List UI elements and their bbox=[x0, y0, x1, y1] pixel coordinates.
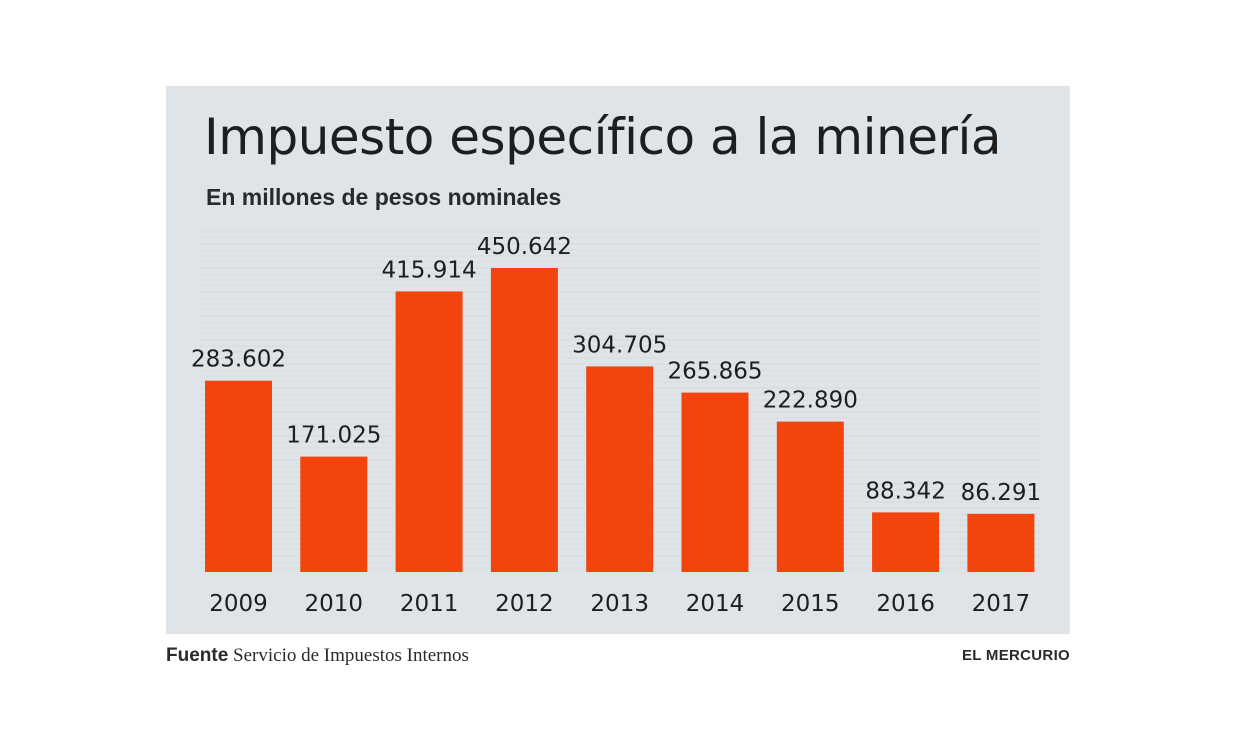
value-label-2012: 450.642 bbox=[477, 234, 572, 260]
x-tick-2016: 2016 bbox=[876, 591, 935, 617]
value-label-2011: 415.914 bbox=[382, 257, 477, 283]
source-note: Fuente Servicio de Impuestos Internos bbox=[166, 645, 469, 667]
chart-subtitle: En millones de pesos nominales bbox=[206, 184, 562, 210]
chart-title: Impuesto específico a la minería bbox=[204, 108, 1002, 166]
bar-2011 bbox=[395, 291, 463, 572]
x-tick-2012: 2012 bbox=[495, 591, 554, 617]
x-tick-2015: 2015 bbox=[781, 591, 840, 617]
value-label-2010: 171.025 bbox=[286, 423, 381, 449]
x-tick-2014: 2014 bbox=[686, 591, 745, 617]
x-tick-2013: 2013 bbox=[590, 591, 649, 617]
bar-2015 bbox=[776, 421, 844, 572]
source-text: Servicio de Impuestos Internos bbox=[233, 645, 469, 666]
x-tick-2009: 2009 bbox=[209, 591, 268, 617]
value-label-2016: 88.342 bbox=[865, 478, 945, 504]
x-tick-2011: 2011 bbox=[400, 591, 459, 617]
value-label-2015: 222.890 bbox=[763, 388, 858, 414]
value-label-2017: 86.291 bbox=[961, 480, 1041, 506]
background-texture bbox=[200, 231, 1040, 569]
x-tick-2010: 2010 bbox=[305, 591, 364, 617]
bar-2017 bbox=[967, 513, 1035, 572]
bar-2013 bbox=[586, 366, 654, 572]
bar-2016 bbox=[872, 512, 940, 572]
value-label-2014: 265.865 bbox=[667, 359, 762, 385]
brand-logo-text: EL MERCURIO bbox=[961, 647, 1070, 664]
bar-2014 bbox=[681, 392, 749, 572]
bar-2010 bbox=[300, 456, 368, 572]
value-label-2009: 283.602 bbox=[191, 347, 286, 373]
source-label: Fuente bbox=[166, 645, 229, 666]
value-label-2013: 304.705 bbox=[572, 332, 667, 358]
x-tick-2017: 2017 bbox=[972, 591, 1031, 617]
bar-2009 bbox=[205, 380, 272, 572]
bar-2012 bbox=[490, 268, 558, 572]
